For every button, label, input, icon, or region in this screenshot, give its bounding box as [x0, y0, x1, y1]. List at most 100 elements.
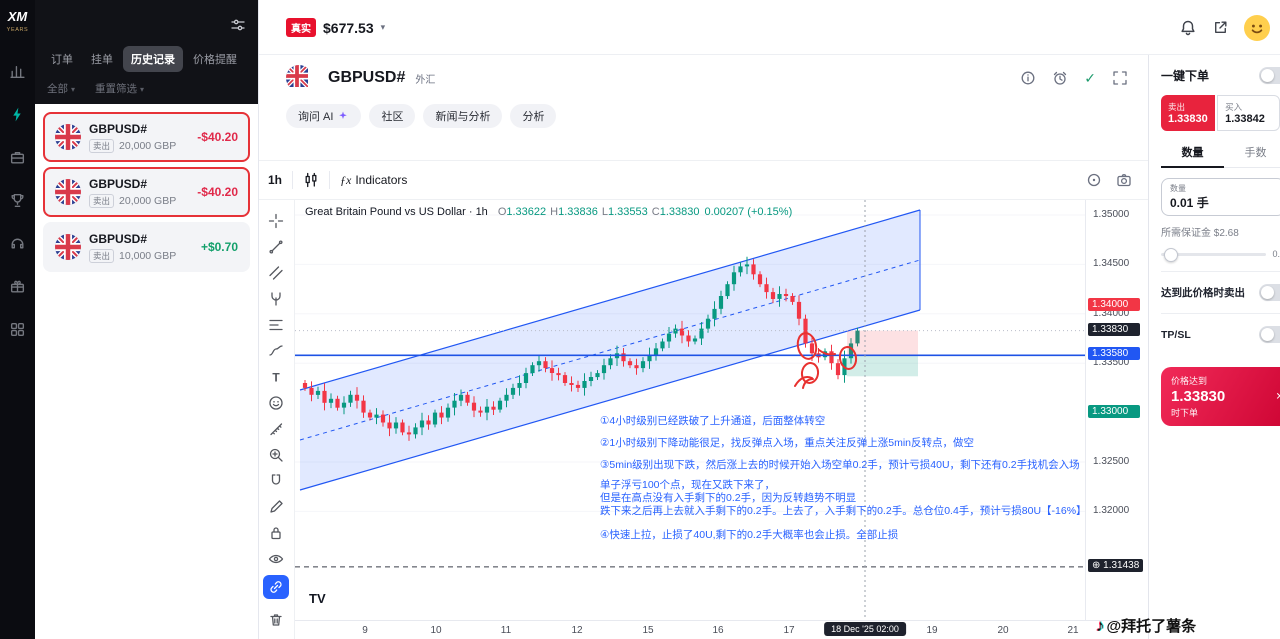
one-click-trading-toggle[interactable] [1259, 67, 1280, 84]
fullscreen-icon[interactable] [1112, 70, 1128, 86]
check-icon[interactable]: ✓ [1084, 69, 1096, 86]
avatar-icon [1244, 14, 1270, 41]
info-icon[interactable] [1020, 70, 1036, 86]
position-symbol: GBPUSD# [89, 121, 148, 136]
price-tick: 1.34000 [1093, 307, 1130, 319]
quantity-field[interactable]: 数量 0.01 手 [1161, 178, 1280, 216]
chip-1[interactable]: 社区 [369, 104, 416, 128]
price-badge[interactable]: 1.33580 [1088, 347, 1140, 361]
tab-pending[interactable]: 挂单 [91, 54, 113, 66]
tool-lock[interactable] [262, 520, 290, 546]
price-axis[interactable]: 1.35000 1.34500 1.34000 1.33500 1.32500 1.320… [1085, 200, 1148, 620]
tab-orders[interactable]: 订单 [51, 54, 73, 66]
price-badge[interactable]: ⊕ 1.31438 [1088, 558, 1144, 572]
fullscreen-icon [1113, 71, 1127, 85]
tool-parallel-channel[interactable] [262, 260, 290, 286]
tab-lots[interactable]: 手数 [1244, 147, 1267, 159]
symbol-header: GBPUSD# 外汇 ✓ [258, 55, 1148, 101]
time-axis[interactable]: 9 10 11 12 15 16 17 18 Dec '25 02:00 19 20 21 [295, 620, 1148, 639]
sell-button[interactable]: 卖出 1.33830 [1161, 95, 1216, 131]
share-export-icon[interactable] [1212, 19, 1229, 36]
symbol-name[interactable]: GBPUSD# [328, 69, 406, 86]
topbar-icons [1179, 0, 1270, 55]
chart-toolbar: 1h ƒx Indicators [258, 160, 1148, 200]
target-icon[interactable] [1086, 172, 1102, 188]
rail-headset[interactable] [8, 233, 28, 253]
indicators-button[interactable]: ƒx Indicators [340, 172, 408, 188]
filter-reset[interactable]: 重置筛选 ▾ [95, 83, 145, 95]
uk-flag-icon [55, 124, 81, 150]
alarm-clock-icon[interactable] [1052, 70, 1068, 86]
buy-button[interactable]: 买入 1.33842 [1217, 95, 1280, 131]
tpsl-label: TP/SL [1161, 328, 1191, 341]
side-badge: 卖出 [89, 138, 115, 153]
position-card[interactable]: GBPUSD# 卖出 10,000 GBP +$0.70 [43, 222, 250, 272]
pending-order-banner[interactable]: 价格达到 1.33830 时下单 ✕ [1161, 367, 1280, 426]
rail-bolt[interactable] [8, 104, 28, 124]
tool-text[interactable]: T [262, 364, 290, 390]
price-badge[interactable]: 1.34000 [1088, 297, 1140, 311]
sell-at-price-toggle[interactable] [1259, 284, 1280, 301]
chart-type-icon[interactable] [303, 172, 319, 188]
filter-sliders-icon[interactable] [230, 17, 246, 38]
rail-chart-bars[interactable] [8, 61, 28, 81]
tool-magnet[interactable] [262, 468, 290, 494]
tab-alerts[interactable]: 价格提醒 [193, 54, 237, 66]
tool-crosshair[interactable] [262, 208, 290, 234]
svg-text:T: T [272, 371, 280, 385]
rail-trophy[interactable] [8, 190, 28, 210]
tool-pencil[interactable] [262, 494, 290, 520]
filter-all[interactable]: 全部 ▾ [47, 83, 76, 95]
slider-track[interactable] [1161, 247, 1267, 262]
uk-flag-icon [55, 179, 81, 205]
rail-icon-list [0, 61, 35, 339]
tradingview-logo[interactable]: TV [309, 591, 326, 606]
bolt-icon [13, 107, 21, 121]
interval-button[interactable]: 1h [268, 173, 283, 187]
tool-fib-retracement[interactable] [262, 312, 290, 338]
chart-canvas[interactable]: Great Britain Pound vs US Dollar · 1h O1.… [295, 200, 1087, 620]
tpsl-toggle[interactable] [1259, 326, 1280, 343]
tool-eye[interactable] [262, 546, 290, 572]
chart-toolbar-right [1086, 161, 1132, 199]
tool-zoom[interactable] [262, 442, 290, 468]
price-badge[interactable]: 1.33000 [1088, 404, 1140, 418]
position-card[interactable]: GBPUSD# 卖出 20,000 GBP -$40.20 [43, 167, 250, 217]
xm-logo: XM [7, 9, 28, 24]
tool-trash[interactable] [262, 607, 290, 633]
chip-2[interactable]: 新闻与分析 [423, 104, 503, 128]
rail-gift[interactable] [8, 276, 28, 296]
headset-icon [11, 238, 24, 248]
position-symbol: GBPUSD# [89, 176, 148, 191]
zoom-icon [269, 448, 283, 462]
close-icon[interactable]: ✕ [1276, 391, 1280, 402]
tool-ruler[interactable] [262, 416, 290, 442]
chip-3[interactable]: 分析 [510, 104, 557, 128]
crosshair-icon [268, 213, 284, 229]
tool-link[interactable] [263, 575, 289, 599]
chip-0[interactable]: 询问 AI [286, 104, 362, 128]
price-badge[interactable]: 1.33830 [1088, 322, 1140, 336]
account-selector[interactable]: 真实 $677.53 ▾ [286, 0, 385, 55]
user-avatar[interactable] [1244, 14, 1270, 41]
tab-history[interactable]: 历史记录 [123, 46, 183, 72]
chart-region: T Great Britain Pound vs US Dollar · 1h O… [258, 200, 1148, 639]
price-tick: 1.35000 [1093, 209, 1130, 220]
uk-flag-icon [286, 65, 312, 91]
camera-snapshot-icon[interactable] [1116, 172, 1132, 188]
notifications-bell-icon[interactable] [1179, 19, 1197, 37]
lock-icon [271, 527, 281, 540]
tool-trend-line[interactable] [262, 234, 290, 260]
one-click-trading-label: 一键下单 [1161, 69, 1210, 83]
tool-pitchfork[interactable] [262, 286, 290, 312]
rail-grid[interactable] [8, 319, 28, 339]
slider-knob[interactable] [1164, 247, 1178, 262]
sparkle-icon [339, 111, 348, 119]
tool-emoji[interactable] [262, 390, 290, 416]
tool-brush[interactable] [262, 338, 290, 364]
grid-icon [10, 322, 25, 336]
position-card[interactable]: GBPUSD# 卖出 20,000 GBP -$40.20 [43, 112, 250, 162]
tab-amount[interactable]: 数量 [1161, 144, 1224, 168]
rail-briefcase[interactable] [8, 147, 28, 167]
